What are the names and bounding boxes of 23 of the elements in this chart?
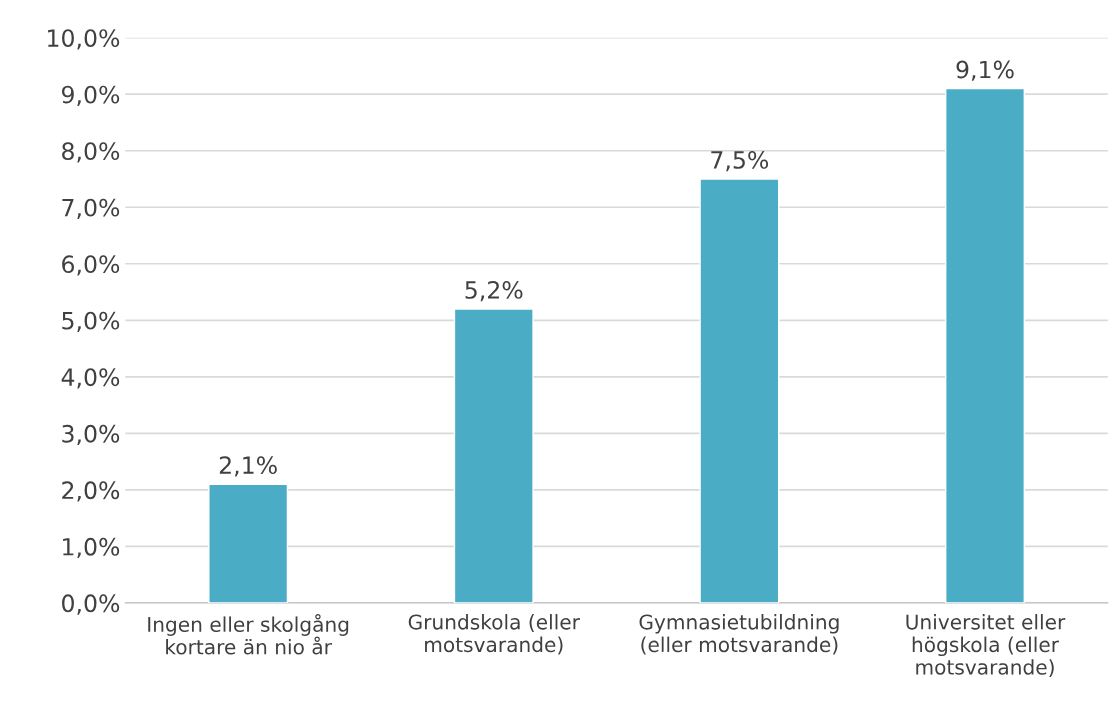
y-tick-label: 2,0% xyxy=(62,481,120,502)
data-label: 2,1% xyxy=(219,456,277,477)
y-tick-label: 6,0% xyxy=(62,255,120,276)
x-tick-label: Universitet eller högskola (eller motsvarande) xyxy=(906,614,1066,678)
data-label: 7,5% xyxy=(711,151,769,172)
bar xyxy=(208,483,289,603)
data-label: 5,2% xyxy=(465,281,523,302)
bar xyxy=(453,308,534,603)
x-tick-label: Grundskola (eller motsvarande) xyxy=(408,614,580,655)
x-tick-label: Gymnasietubildning (eller motsvarande) xyxy=(639,614,839,655)
y-tick-label: 1,0% xyxy=(63,537,120,559)
y-tick-label: 0,0% xyxy=(62,594,120,615)
bar xyxy=(945,87,1025,603)
y-tick-label: 5,0% xyxy=(62,311,120,333)
y-tick-label: 8,0% xyxy=(62,142,120,163)
data-label: 9,1% xyxy=(956,60,1014,81)
y-tick-label: 10,0% xyxy=(48,29,120,50)
y-tick-label: 9,0% xyxy=(61,85,120,106)
x-tick-label: Ingen eller skolgång kortare än nio år xyxy=(148,614,349,655)
y-tick-label: 7,0% xyxy=(62,198,120,219)
bar xyxy=(699,178,780,603)
y-tick-label: 4,0% xyxy=(61,368,120,389)
y-tick-label: 3,0% xyxy=(62,424,120,446)
